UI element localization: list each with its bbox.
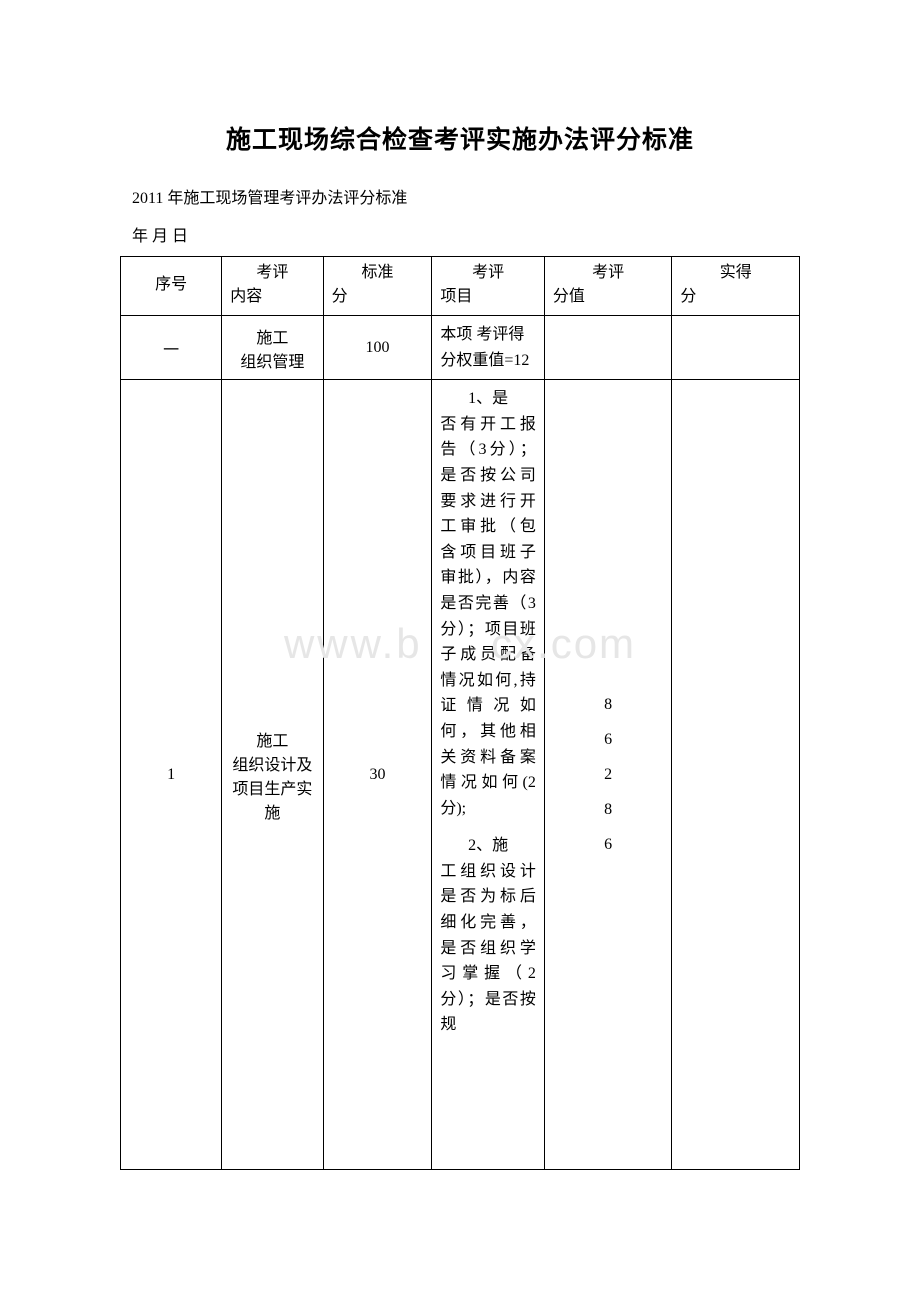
header-project-l2: 项目 (438, 285, 538, 309)
project-para-2: 2、施 工组织设计是否为标后细化完善，是否组织学习掌握（2 分）；是否按规 (440, 833, 536, 1038)
cell-seq: 1 (121, 380, 222, 1170)
project-para-1: 1、是 否有开工报告（3分）；是否按公司要求进行开工审批（包含项目班子审批），内… (440, 386, 536, 821)
header-actual-l1: 实得 (678, 261, 793, 285)
cell-actual (672, 316, 800, 380)
header-value: 考评 分值 (544, 257, 672, 316)
header-std-l1: 标准 (330, 261, 426, 285)
cell-actual (672, 380, 800, 1170)
table-row: 一 施工组织管理 100 本项 考评得分权重值=12 (121, 316, 800, 380)
subtitle-text: 2011 年施工现场管理考评办法评分标准 (120, 184, 800, 208)
header-project: 考评 项目 (432, 257, 545, 316)
cell-value (544, 316, 672, 380)
date-line: 年 月 日 (120, 222, 800, 246)
header-project-l1: 考评 (438, 261, 538, 285)
para2-rest: 工组织设计是否为标后细化完善，是否组织学习掌握（2 分）；是否按规 (440, 859, 536, 1038)
cell-std-score: 100 (323, 316, 432, 380)
header-seq: 序号 (121, 257, 222, 316)
header-actual: 实得 分 (672, 257, 800, 316)
table-row: 1 施工组织设计及项目生产实施 30 1、是 否有开工报告（3分）；是否按公司要… (121, 380, 800, 1170)
cell-content: 施工组织设计及项目生产实施 (222, 380, 323, 1170)
header-actual-l2: 分 (678, 285, 793, 309)
header-std: 标准 分 (323, 257, 432, 316)
evaluation-table: 序号 考评 内容 标准 分 考评 项目 考评 分值 实得 分 一 施工组织管理 … (120, 256, 800, 1170)
cell-content: 施工组织管理 (222, 316, 323, 380)
header-value-l1: 考评 (551, 261, 666, 285)
cell-value: 86286 (544, 380, 672, 1170)
page-title: 施工现场综合检查考评实施办法评分标准 (120, 120, 800, 156)
header-content: 考评 内容 (222, 257, 323, 316)
cell-project-first: 本项 (440, 326, 472, 343)
header-std-l2: 分 (330, 285, 426, 309)
header-content-l2: 内容 (228, 285, 316, 309)
para1-rest: 否有开工报告（3分）；是否按公司要求进行开工审批（包含项目班子审批），内容是否完… (440, 412, 536, 822)
cell-project: 本项 考评得分权重值=12 (432, 316, 545, 380)
para1-first: 1、是 (440, 386, 536, 412)
header-seq-label: 序号 (127, 273, 215, 297)
header-content-l1: 考评 (228, 261, 316, 285)
cell-project: 1、是 否有开工报告（3分）；是否按公司要求进行开工审批（包含项目班子审批），内… (432, 380, 545, 1170)
cell-seq: 一 (121, 316, 222, 380)
table-header-row: 序号 考评 内容 标准 分 考评 项目 考评 分值 实得 分 (121, 257, 800, 316)
para2-first: 2、施 (440, 833, 536, 859)
header-value-l2: 分值 (551, 285, 666, 309)
cell-std-score: 30 (323, 380, 432, 1170)
